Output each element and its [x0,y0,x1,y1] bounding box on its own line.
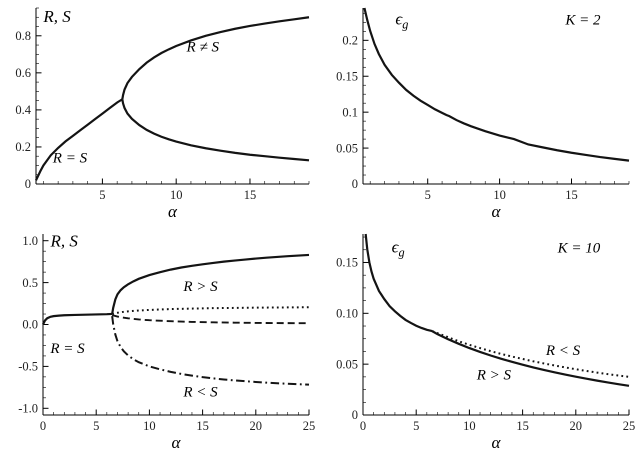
panel-order-params-k10: 0 5 10 15 20 25 -1.0 -0.5 0.0 0.5 1.0 α R, S R > S R =… [0,226,320,457]
panel-gen-error-k10: 0 5 10 15 20 25 0 0.05 0.10 0.15 α ϵg K = 10 R < S R >… [320,226,640,457]
panel-order-params-k2: 5 10 15 0 0.2 0.4 0.6 0.8 α R, S R ≠ S R = S [0,0,320,226]
svg-text:10: 10 [463,419,476,433]
svg-text:0.2: 0.2 [342,34,358,48]
svg-text:10: 10 [143,419,156,433]
svg-text:0: 0 [360,419,366,433]
svg-text:0.05: 0.05 [336,357,358,371]
svg-text:10: 10 [493,188,506,202]
svg-text:0.15: 0.15 [336,69,358,83]
svg-text:-1.0: -1.0 [18,401,38,415]
svg-text:0.6: 0.6 [15,66,31,80]
svg-text:0.0: 0.0 [22,318,38,332]
svg-text:R, S: R, S [42,7,71,26]
svg-text:R, S: R, S [49,232,78,251]
svg-text:K = 10: K = 10 [557,240,601,256]
svg-text:0: 0 [352,408,358,422]
svg-text:R = S: R = S [49,341,85,357]
svg-text:K = 2: K = 2 [564,13,601,29]
svg-text:0: 0 [25,177,31,191]
svg-text:R < S: R < S [545,343,581,359]
plot-order-params-k10: 0 5 10 15 20 25 -1.0 -0.5 0.0 0.5 1.0 α R, S R > S R =… [18,232,316,452]
svg-text:α: α [168,202,178,221]
svg-text:5: 5 [99,188,105,202]
panel-gen-error-k2: 5 10 15 0 0.05 0.1 0.15 0.2 α ϵg K = 2 [320,0,640,226]
svg-text:R ≠ S: R ≠ S [186,40,220,56]
svg-text:0.8: 0.8 [15,29,31,43]
svg-text:0: 0 [40,419,46,433]
svg-text:20: 20 [570,419,583,433]
svg-text:R > S: R > S [476,367,512,383]
svg-text:1.0: 1.0 [22,234,38,248]
svg-text:ϵg: ϵg [395,10,408,32]
svg-text:5: 5 [413,419,419,433]
svg-text:0.1: 0.1 [342,105,358,119]
svg-text:15: 15 [565,188,578,202]
svg-text:20: 20 [250,419,263,433]
svg-text:0.2: 0.2 [15,140,31,154]
svg-text:R > S: R > S [182,279,218,295]
svg-text:15: 15 [196,419,209,433]
svg-text:-0.5: -0.5 [18,360,38,374]
plot-order-params-k2: 5 10 15 0 0.2 0.4 0.6 0.8 α R, S R ≠ S R = S [15,7,310,221]
svg-text:α: α [172,433,182,452]
svg-text:α: α [492,433,502,452]
svg-text:0.5: 0.5 [22,276,38,290]
svg-text:R < S: R < S [182,385,218,401]
svg-text:0.15: 0.15 [336,256,358,270]
svg-text:15: 15 [516,419,529,433]
svg-text:15: 15 [244,188,257,202]
svg-text:0: 0 [352,177,358,191]
svg-text:0.05: 0.05 [336,141,358,155]
svg-text:0.10: 0.10 [336,307,358,321]
svg-text:25: 25 [303,419,316,433]
plot-gen-error-k10: 0 5 10 15 20 25 0 0.05 0.10 0.15 α ϵg K = 10 R < S R >… [336,233,636,452]
svg-text:5: 5 [425,188,431,202]
svg-text:R = S: R = S [52,151,88,167]
plot-gen-error-k2: 5 10 15 0 0.05 0.1 0.15 0.2 α ϵg K = 2 [336,7,630,221]
svg-text:5: 5 [93,419,99,433]
svg-text:10: 10 [170,188,183,202]
svg-text:α: α [492,202,502,221]
svg-text:0.4: 0.4 [15,103,31,117]
svg-text:25: 25 [623,419,636,433]
svg-text:ϵg: ϵg [392,237,405,259]
